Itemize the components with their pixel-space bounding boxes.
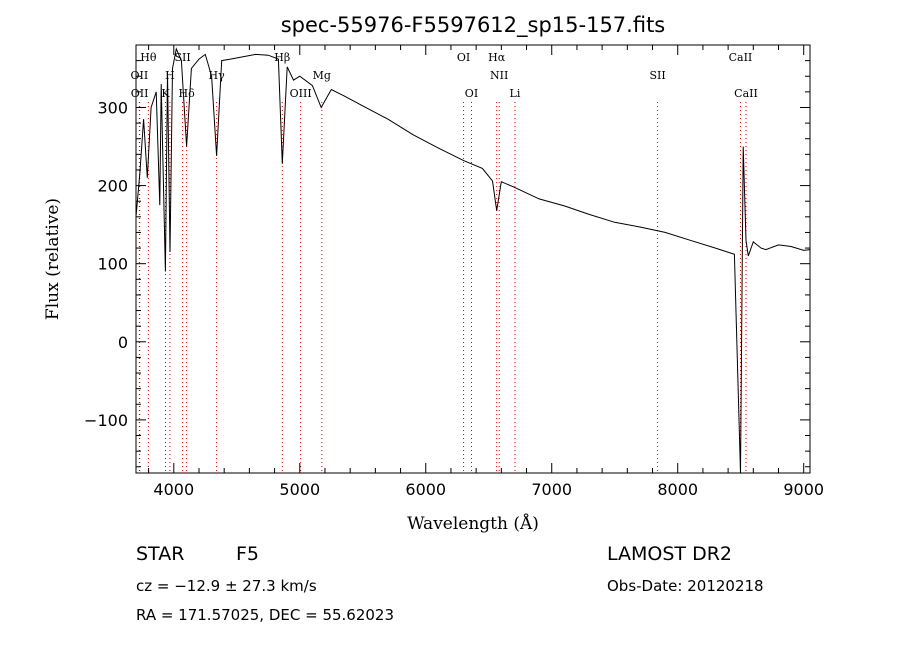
line-label-14: NII	[490, 69, 508, 82]
x-tick-label-1: 5000	[279, 480, 320, 499]
line-label-10: Mg	[313, 69, 331, 82]
x-tick-label-0: 4000	[153, 480, 194, 499]
y-tick-label-3: 200	[97, 177, 128, 196]
object-subclass: F5	[236, 543, 259, 565]
coords-text: RA = 171.57025, DEC = 55.62023	[136, 606, 394, 624]
line-label-16: SII	[649, 69, 665, 82]
x-tick-label-4: 8000	[657, 480, 698, 499]
x-tick-label-2: 6000	[405, 480, 446, 499]
line-label-1: OII	[131, 69, 149, 82]
line-label-11: OI	[457, 51, 470, 64]
y-tick-label-4: 300	[97, 98, 128, 117]
chart-title: spec-55976-F5597612_sp15-157.fits	[281, 13, 666, 38]
survey-name: LAMOST DR2	[607, 543, 732, 565]
line-label-17: CaII	[729, 51, 753, 64]
line-label-4: K	[161, 87, 170, 100]
line-label-9: OIII	[290, 87, 312, 100]
x-axis-label: Wavelength (Å)	[407, 513, 539, 534]
spectrum-line	[135, 47, 811, 474]
x-tick-label-3: 7000	[531, 480, 572, 499]
line-label-13: Hα	[488, 51, 506, 64]
plot-frame	[135, 44, 811, 474]
line-label-8: Hβ	[274, 51, 290, 64]
y-axis-label: Flux (relative)	[43, 198, 63, 320]
line-label-18: CaII	[734, 87, 758, 100]
x-axis-ticks: 4000 5000 6000 7000 8000 9000	[148, 45, 824, 499]
line-label-3: H	[165, 69, 175, 82]
spectral-line-markers	[138, 102, 747, 473]
y-axis-ticks: −100 0 100 200 300	[84, 60, 810, 468]
line-label-5: SII	[174, 51, 190, 64]
line-label-2: OII	[131, 87, 149, 100]
line-label-12: OI	[465, 87, 478, 100]
y-tick-label-1: 0	[118, 333, 128, 352]
line-label-6: Hδ	[179, 87, 196, 100]
y-tick-label-0: −100	[84, 411, 128, 430]
object-class: STAR	[136, 543, 184, 565]
line-label-15: Li	[510, 87, 521, 100]
y-tick-label-2: 100	[97, 255, 128, 274]
line-label-0: Hθ	[140, 51, 157, 64]
spectral-line-labels: HθOIIOIIHKSIIHδHγHβOIIIMgOIOIHαNIILiSIIC…	[131, 51, 758, 100]
x-tick-label-5: 9000	[783, 480, 824, 499]
redshift-text: cz = −12.9 ± 27.3 km/s	[136, 577, 317, 595]
obs-date-text: Obs-Date: 20120218	[607, 577, 764, 595]
